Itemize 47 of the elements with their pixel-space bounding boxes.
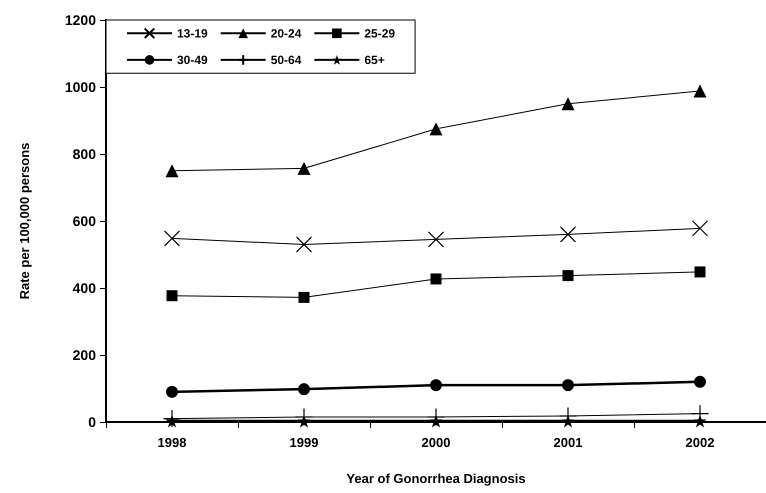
legend-label: 65+ [364,52,385,67]
point [560,226,576,242]
point [296,236,312,253]
point [166,290,178,302]
legend-label: 50-64 [270,52,302,67]
point [426,408,446,426]
point [166,164,178,178]
point [430,379,442,392]
y-axis-title: Rate per 100,000 persons [17,142,32,300]
point [694,266,706,278]
point [298,162,310,175]
point [694,414,706,428]
point [430,122,442,136]
y-tick-label: 1200 [64,12,96,28]
point [162,410,182,428]
x-tick-label: 2000 [422,435,450,450]
point [166,414,178,428]
point [430,414,442,428]
y-tick-label: 400 [72,280,96,296]
legend-label: 30-49 [177,52,208,67]
point [692,220,708,236]
point [430,273,442,284]
x-tick-label: 1999 [290,435,318,450]
point [562,97,574,110]
x-tick-label: 2002 [686,435,714,450]
legend-label: 25-29 [364,26,396,40]
y-tick-label: 1000 [64,79,96,95]
point [298,292,310,303]
point [562,270,574,282]
point [298,383,310,396]
legend-label: 13-19 [177,26,208,40]
point [428,231,444,248]
y-tick-label: 600 [72,213,96,229]
y-tick-label: 0 [88,414,96,430]
point [694,376,706,388]
point [294,408,314,426]
y-tick-label: 800 [72,146,96,162]
y-tick-label: 200 [72,347,96,363]
point [166,386,178,398]
point [694,84,706,98]
x-tick-label: 1998 [158,435,186,450]
point [562,379,574,392]
x-axis-title: Year of Gonorrhea Diagnosis [346,471,526,486]
legend-label: 20-24 [270,26,302,40]
point [164,230,180,247]
point [298,414,310,428]
x-tick-label: 2001 [554,435,582,450]
